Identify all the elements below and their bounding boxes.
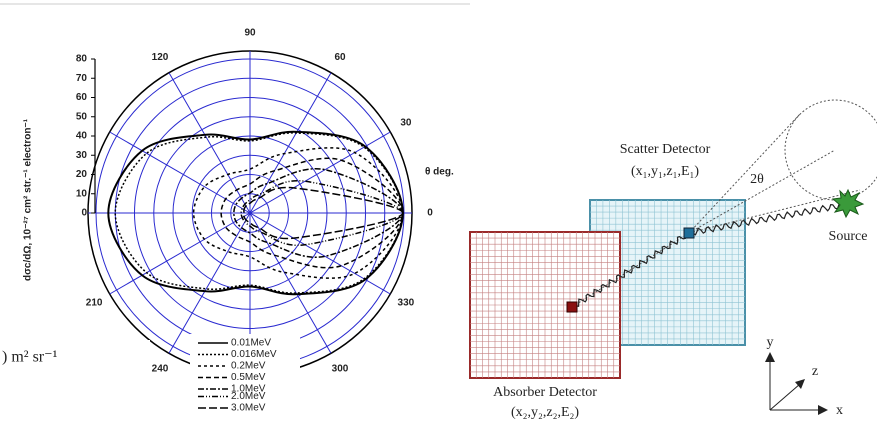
gamma-ray: [570, 201, 844, 308]
scatter-coords: (x₁,y₁,z₁,E₁): [631, 164, 699, 179]
compton-diagram: Scatter Detector (x₁,y₁,z₁,E₁) 2θ Source…: [469, 99, 877, 420]
fragment-box: [0, 340, 150, 376]
source-label: Source: [829, 229, 868, 244]
cone-circle: [784, 99, 877, 201]
grid-spoke: [168, 72, 251, 214]
r-tick-label: 70: [76, 73, 88, 84]
r-tick-label: 10: [76, 188, 88, 199]
z-arrow: [769, 383, 801, 411]
theta-tick-label: 0: [427, 208, 433, 219]
r-tick-label: 50: [76, 111, 88, 122]
theta-axis-label: θ deg.: [425, 167, 454, 178]
legend: 0.01MeV0.016MeV0.2MeV0.5MeV1.0MeV2.0MeV3…: [190, 334, 300, 420]
legend-label: 0.5MeV: [231, 372, 266, 383]
r-tick-label: 60: [76, 92, 88, 103]
absorber-pixel: [566, 301, 578, 313]
theta-tick-label: 330: [398, 298, 415, 309]
legend-label: 0.2MeV: [231, 361, 266, 372]
polar-chart: 0 30 60 90 120 210 240 300 330 0 10 20 30 40 50 60 70 80 0…: [76, 28, 433, 420]
grid-spoke: [249, 212, 391, 295]
arrow-head: [795, 379, 805, 389]
legend-label: 0.016MeV: [231, 349, 277, 360]
scatter-label: Scatter Detector: [620, 142, 711, 157]
series-line: [192, 147, 404, 279]
x-label: x: [836, 403, 843, 418]
series-line: [243, 186, 404, 240]
scatter-pixel: [683, 227, 695, 239]
source-icon: [831, 188, 865, 219]
series-line: [240, 179, 404, 247]
r-tick-label: 0: [81, 208, 87, 219]
scatter-path: [571, 232, 690, 308]
legend-label: 3.0MeV: [231, 403, 266, 414]
series-line: [114, 132, 404, 294]
y-label: y: [767, 335, 774, 350]
cone-edge: [688, 113, 801, 234]
cone-axis: [688, 149, 836, 234]
grid-spoke: [249, 212, 332, 354]
theta-tick-label: 60: [334, 52, 346, 63]
z-label: z: [812, 364, 818, 379]
theta-tick-label: 30: [400, 118, 412, 129]
equation-fragment: ) m² sr⁻¹: [2, 349, 58, 366]
arrow-head: [765, 352, 775, 362]
r-tick-label: 80: [76, 54, 88, 65]
r-axis-label: dσc/dΩ, 10⁻²⁷ cm² str.⁻¹ electron⁻¹: [23, 118, 34, 281]
angle-label: 2θ: [750, 172, 764, 187]
absorber-label: Absorber Detector: [493, 385, 597, 400]
r-tick-label: 20: [76, 169, 88, 180]
theta-tick-label: 300: [332, 364, 349, 375]
grid-spoke: [109, 131, 251, 214]
grid-spoke: [249, 131, 391, 214]
grid-spoke: [168, 212, 251, 354]
theta-tick-label: 90: [244, 28, 256, 39]
theta-tick-label: 240: [152, 364, 169, 375]
r-tick-label: 30: [76, 150, 88, 161]
grid-spoke: [249, 72, 332, 214]
series-line: [107, 130, 404, 296]
legend-label: 2.0MeV: [231, 391, 266, 402]
grid-spoke: [109, 212, 251, 295]
series-line: [220, 157, 404, 269]
legend-label: 0.01MeV: [231, 338, 271, 349]
theta-tick-label: 210: [86, 298, 103, 309]
theta-tick-label: 120: [152, 52, 169, 63]
absorber-coords: (x₂,y₂,z₂,E₂): [511, 405, 579, 420]
legend-label: 1.0MeV: [231, 384, 266, 395]
r-tick-label: 40: [76, 131, 88, 142]
arrow-head: [818, 405, 828, 415]
